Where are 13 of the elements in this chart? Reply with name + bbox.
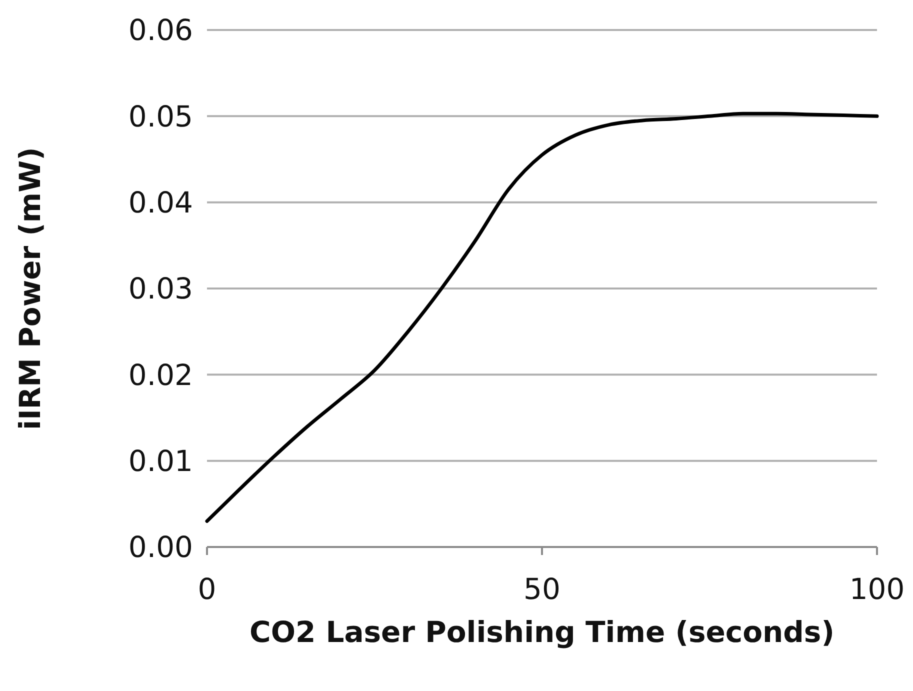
x-axis-title: CO2 Laser Polishing Time (seconds): [250, 615, 834, 649]
y-tick-label: 0.04: [128, 185, 193, 220]
x-tick-label: 100: [849, 572, 905, 606]
x-tick-label: 0: [198, 572, 216, 606]
y-axis-title: iIRM Power (mW): [13, 147, 47, 430]
y-tick-label: 0.03: [128, 272, 193, 306]
line-series: [205, 112, 879, 523]
y-tick-label: 0.02: [128, 358, 193, 392]
y-tick-label: 0.06: [128, 13, 193, 48]
x-tick-label: 50: [524, 572, 560, 606]
y-tick-label: 0.00: [128, 530, 193, 564]
y-tick-label: 0.01: [128, 444, 193, 478]
y-tick-label: 0.05: [128, 99, 193, 134]
